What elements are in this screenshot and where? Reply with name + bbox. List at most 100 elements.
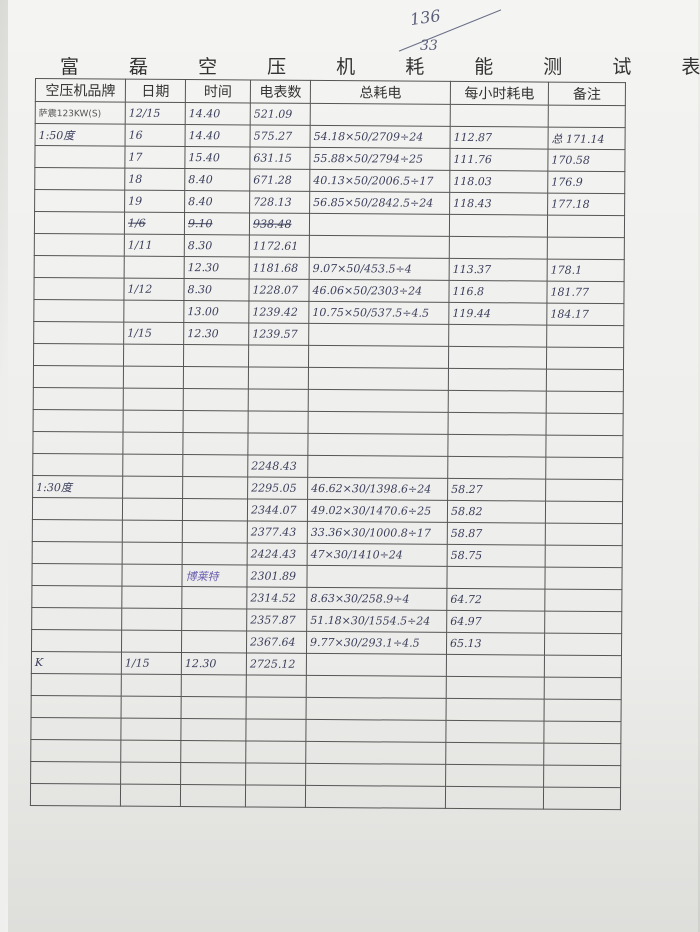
cell-meter: 631.15: [249, 147, 311, 170]
cell-hourly: [447, 456, 546, 480]
cell-meter: 1239.57: [248, 322, 309, 346]
cell-brand: [34, 167, 125, 191]
cell-brand: [31, 629, 122, 653]
cell-time: 8.40: [184, 168, 250, 192]
cell-notes: [545, 435, 624, 458]
cell-meter: 1228.07: [248, 278, 310, 302]
cell-hourly: [445, 720, 545, 744]
cell-date: 17: [124, 146, 186, 169]
cell-meter: [245, 740, 306, 764]
cell-total: 56.85×50/2842.5÷24: [309, 191, 450, 215]
cell-hourly: [449, 214, 548, 238]
cell-brand: K: [31, 651, 122, 675]
cell-time: 12.30: [183, 322, 249, 345]
cell-date: [122, 498, 183, 521]
cell-notes: [543, 787, 621, 810]
cell-total: 54.18×50/2709÷24: [310, 125, 451, 149]
cell-time: 14.40: [185, 102, 251, 126]
cell-total: [309, 213, 450, 237]
cell-brand: 1:30度: [32, 475, 123, 499]
cell-brand: [34, 189, 125, 213]
cell-notes: [543, 765, 621, 788]
cell-meter: 728.13: [249, 191, 310, 214]
cell-brand: [33, 321, 124, 345]
cell-brand: [32, 541, 123, 565]
cell-hourly: 112.87: [450, 126, 549, 150]
cell-notes: 181.77: [546, 281, 625, 304]
cell-notes: [545, 479, 623, 502]
cell-time: [182, 432, 249, 455]
col-hourly: 每小时耗电: [450, 81, 549, 106]
cell-time: [182, 520, 248, 543]
cell-time: [181, 630, 247, 653]
paper-sheet: [8, 0, 698, 932]
cell-hourly: [446, 654, 545, 678]
cell-hourly: [445, 786, 544, 810]
cell-hourly: 116.8: [448, 280, 548, 304]
cell-brand: [32, 431, 124, 455]
cell-time: [180, 740, 246, 763]
cell-meter: 575.27: [250, 125, 311, 148]
cell-notes: [545, 523, 623, 546]
cell-date: [121, 564, 183, 587]
cell-notes: 总 171.14: [548, 127, 626, 150]
col-time: 时间: [185, 79, 251, 104]
cell-total: [307, 455, 448, 479]
cell-date: [124, 256, 185, 279]
cell-notes: [546, 413, 624, 436]
cell-meter: 2344.07: [247, 498, 308, 522]
test-table: 空压机品牌 日期 时间 电表数 总耗电 每小时耗电 备注 萨震123KW(S) 1…: [30, 78, 626, 810]
cell-time: 8.30: [184, 234, 250, 258]
cell-meter: [248, 410, 309, 434]
cell-meter: 2295.05: [247, 476, 308, 500]
cell-brand: [34, 233, 125, 257]
cell-date: [121, 674, 182, 697]
cell-notes: [545, 545, 623, 568]
cell-brand: 萨震123KW(S): [35, 101, 126, 125]
cell-hourly: 64.72: [446, 588, 545, 612]
cell-notes: [546, 391, 624, 414]
cell-brand: [31, 673, 122, 697]
cell-total: [306, 653, 447, 677]
cell-total: 46.06×50/2303÷24: [308, 279, 450, 303]
cell-brand: [33, 343, 124, 367]
cell-date: [122, 454, 183, 477]
cell-brand: [30, 717, 122, 741]
cell-time: [183, 366, 249, 389]
cell-meter: [248, 344, 309, 368]
cell-time: [182, 498, 248, 521]
cell-time: 9.10: [184, 212, 250, 236]
cell-total: 8.63×30/258.9÷4: [306, 587, 447, 611]
cell-time: [183, 388, 249, 411]
form-title: 富 磊 空 压 机 耗 能 测 试 表: [60, 56, 700, 78]
cell-time: [182, 476, 248, 499]
cell-hourly: 65.13: [446, 632, 545, 656]
cell-brand: [32, 519, 123, 543]
cell-brand: [31, 607, 122, 631]
cell-total: [309, 235, 450, 259]
cell-date: [121, 696, 182, 719]
cell-meter: 2424.43: [247, 542, 308, 566]
col-brand: 空压机品牌: [35, 78, 126, 103]
cell-total: [306, 565, 448, 589]
cell-total: 46.62×30/1398.6÷24: [307, 477, 448, 501]
cell-brand: [33, 365, 124, 389]
cell-time: [181, 586, 247, 609]
cell-total: [305, 785, 446, 809]
cell-hourly: [448, 390, 547, 414]
cell-time: [183, 410, 249, 433]
cell-notes: 176.9: [547, 171, 625, 194]
cell-total: [306, 697, 447, 721]
cell-brand: [34, 255, 125, 279]
cell-notes: [543, 743, 621, 766]
cell-total: 9.07×50/453.5÷4: [309, 257, 450, 281]
cell-meter: [246, 696, 307, 720]
cell-date: [122, 542, 183, 565]
cell-time: [181, 674, 247, 697]
cell-notes: 170.58: [547, 149, 626, 172]
col-meter: 电表数: [250, 80, 311, 104]
cell-brand: [33, 387, 124, 411]
cell-meter: 938.48: [249, 213, 310, 236]
cell-meter: [245, 784, 306, 808]
cell-meter: [247, 432, 309, 456]
